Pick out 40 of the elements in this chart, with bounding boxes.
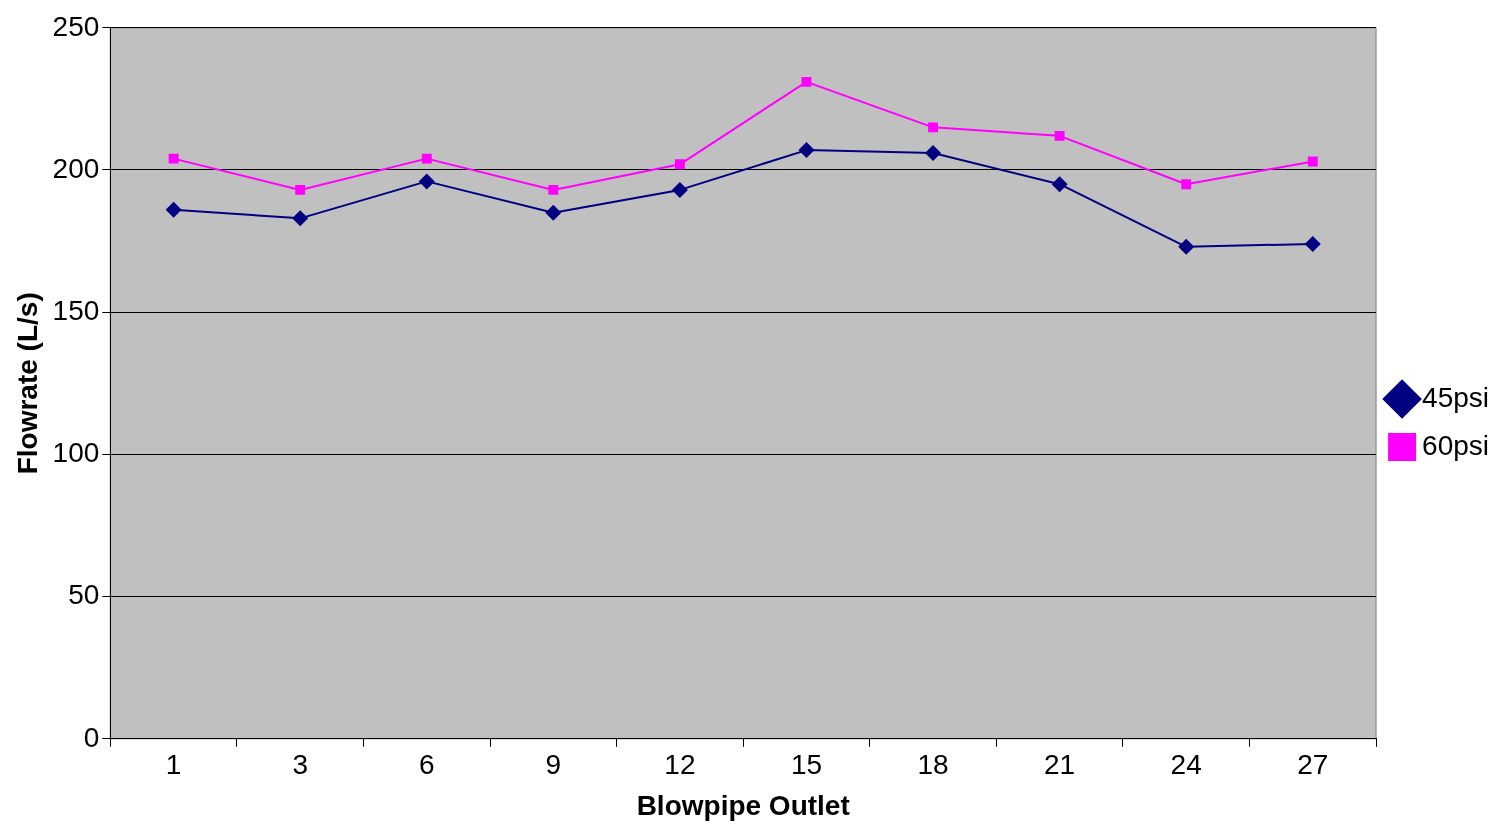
x-tick-label: 18 [917,749,949,781]
point [925,144,942,161]
x-tick-label: 9 [545,749,562,781]
point [1304,235,1321,252]
legend-label: 45psi [1422,381,1489,413]
y-tick-label: 150 [52,294,100,326]
point [292,210,309,227]
point [674,159,685,170]
point [1307,156,1318,167]
point [1181,179,1192,190]
point [1178,238,1195,255]
point [418,173,435,190]
point [548,184,559,195]
point [1051,176,1068,193]
y-tick-label: 100 [52,437,100,469]
y-tick-label: 250 [52,10,100,42]
point [801,76,812,87]
x-tick-label: 12 [664,749,696,781]
point [671,181,688,198]
legend-label: 60psi [1422,429,1489,461]
x-tick-label: 24 [1170,749,1202,781]
point [1054,130,1065,141]
point [798,142,815,159]
point [421,153,432,164]
y-axis-title: Flowrate (L/s) [11,292,43,475]
point [545,204,562,221]
point [928,122,938,133]
point [168,153,179,164]
x-axis-title: Blowpipe Outlet [636,789,850,821]
x-tick-label: 1 [165,749,182,781]
y-tick-label: 50 [68,579,100,611]
x-tick-label: 3 [292,749,308,781]
y-tick-label: 200 [52,152,100,184]
point [295,184,306,195]
y-tick-label: 0 [83,721,100,753]
x-tick-label: 15 [790,749,823,781]
x-tick-label: 6 [418,749,435,781]
point [165,201,182,218]
x-tick-label: 27 [1297,749,1329,781]
x-tick-label: 21 [1044,749,1076,781]
